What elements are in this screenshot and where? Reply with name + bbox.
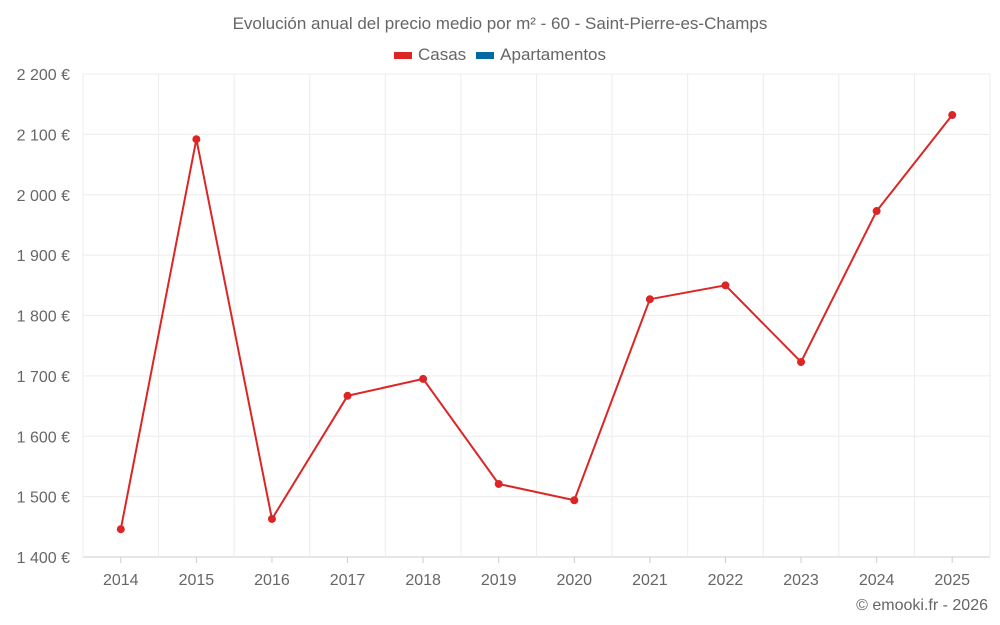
data-point: [192, 135, 201, 144]
y-tick-label: 1 900 €: [17, 248, 70, 265]
legend-label-apartamentos: Apartamentos: [500, 45, 607, 64]
x-tick-label: 2015: [179, 572, 215, 589]
y-tick-label: 2 100 €: [17, 127, 70, 144]
x-tick-label: 2019: [481, 572, 517, 589]
series-line-casas: [119, 114, 953, 530]
data-point: [872, 207, 881, 216]
legend-swatch-casas: [393, 51, 412, 59]
x-tick-label: 2020: [556, 572, 592, 589]
y-tick-label: 1 500 €: [17, 490, 70, 507]
credit-text: © emooki.fr - 2026: [856, 597, 988, 614]
chart-title: Evolución anual del precio medio por m² …: [232, 14, 768, 33]
y-tick-label: 1 600 €: [17, 429, 70, 446]
data-point: [494, 479, 503, 488]
y-tick-label: 2 000 €: [17, 188, 70, 205]
x-tick-label: 2024: [859, 572, 895, 589]
data-point: [267, 514, 276, 523]
x-tick-label: 2021: [632, 572, 668, 589]
legend-label-casas: Casas: [417, 45, 467, 64]
y-tick-label: 2 200 €: [17, 67, 70, 84]
data-point: [645, 295, 654, 304]
legend: Casas Apartamentos: [0, 45, 1000, 65]
y-tick-label: 1 400 €: [17, 550, 70, 567]
y-tick-label: 1 700 €: [17, 369, 70, 386]
legend-item-casas[interactable]: Casas: [393, 45, 467, 65]
data-point: [419, 374, 428, 383]
data-point: [721, 281, 730, 290]
data-point: [116, 525, 125, 534]
x-tick-label: 2014: [103, 572, 139, 589]
x-tick-label: 2022: [708, 572, 744, 589]
x-tick-label: 2016: [254, 572, 290, 589]
x-tick-label: 2023: [783, 572, 819, 589]
x-tick-label: 2025: [934, 572, 970, 589]
x-tick-label: 2018: [405, 572, 441, 589]
data-point: [797, 357, 806, 366]
data-point: [948, 111, 957, 120]
x-tick-label: 2017: [330, 572, 366, 589]
legend-swatch-apartamentos: [476, 51, 495, 59]
data-point: [570, 496, 579, 505]
data-point: [343, 391, 352, 400]
y-tick-label: 1 800 €: [17, 309, 70, 326]
legend-item-apartamentos[interactable]: Apartamentos: [476, 45, 606, 65]
